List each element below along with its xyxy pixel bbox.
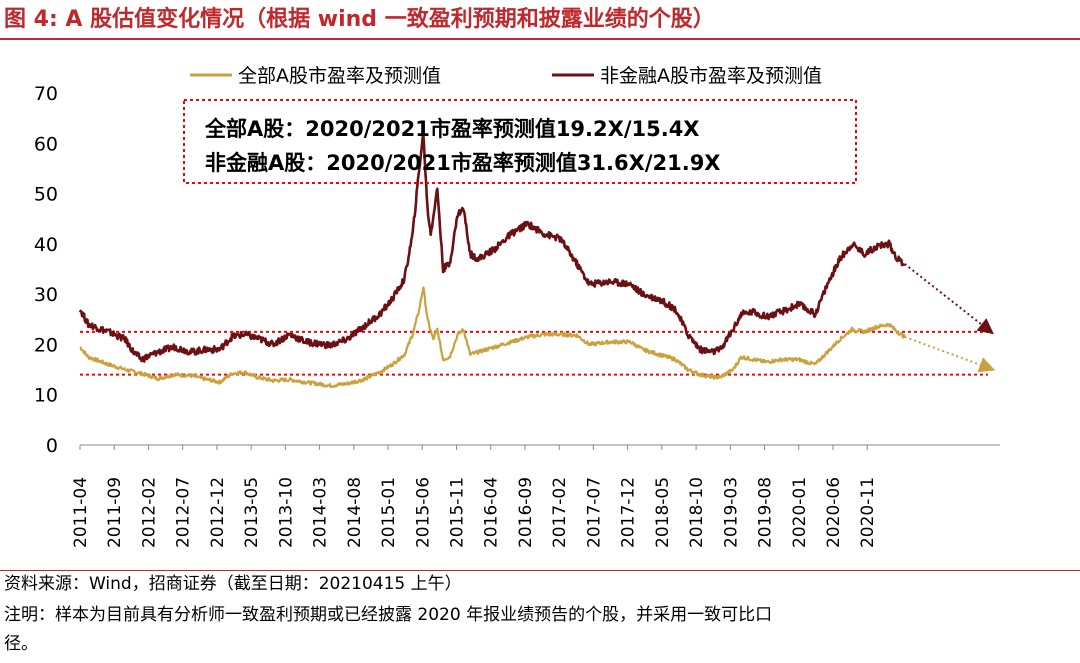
x-tick-label: 2016-09 (516, 477, 536, 548)
y-tick-label: 30 (34, 284, 58, 306)
x-tick-label: 2014-08 (345, 477, 365, 548)
y-tick-label: 70 (34, 83, 58, 105)
x-tick-label: 2016-04 (482, 477, 502, 548)
y-tick-label: 10 (34, 385, 58, 407)
x-tick-label: 2018-10 (687, 477, 707, 548)
x-tick-label: 2020-01 (790, 477, 810, 548)
y-tick-label: 0 (46, 435, 58, 457)
x-tick-label: 2011-04 (71, 477, 91, 548)
footer-divider (0, 570, 1080, 571)
footnote-line-1: 注明：样本为目前具有分析师一致盈利预期或已经披露 2020 年报业绩预告的个股，… (4, 605, 773, 625)
y-axis: 0 10 20 30 40 50 60 70 (34, 83, 58, 457)
x-tick-label: 2018-05 (653, 477, 673, 548)
y-tick-label: 40 (34, 234, 58, 256)
annotation-line: 非金融A股：2020/2021市盈率预测值31.6X/21.9X (205, 151, 721, 175)
x-tick-label: 2020-06 (824, 477, 844, 548)
legend-label: 全部A股市盈率及预测值 (238, 65, 441, 87)
annotation-line: 全部A股：2020/2021市盈率预测值19.2X/15.4X (204, 117, 700, 141)
forecast-arrow-non-financial (904, 263, 994, 335)
forecast-annotation-box: 全部A股：2020/2021市盈率预测值19.2X/15.4X 非金融A股：202… (183, 99, 857, 184)
forecast-arrow-all (904, 335, 996, 373)
x-tick-label: 2017-12 (619, 477, 639, 548)
annotation-border (183, 99, 857, 184)
x-tick-label: 2011-09 (105, 477, 125, 548)
x-tick-label: 2012-12 (208, 477, 228, 548)
y-tick-label: 60 (34, 133, 58, 155)
x-tick-label: 2017-02 (550, 477, 570, 548)
x-tick-label: 2015-01 (379, 477, 399, 548)
x-axis: 2011-04 2011-09 2012-02 2012-07 2012-12 2013-… (71, 444, 1000, 548)
y-tick-label: 50 (34, 184, 58, 206)
series-line-all-a-shares (79, 286, 906, 389)
x-tick-label: 2012-02 (139, 477, 159, 548)
x-tick-label: 2019-03 (721, 477, 741, 548)
series-line-non-financial (78, 133, 906, 363)
x-tick-label: 2013-10 (276, 477, 296, 548)
footnote-line-2: 径。 (4, 634, 38, 654)
forecast-arrows (904, 263, 996, 373)
x-tick-label: 2013-05 (242, 477, 262, 548)
legend: 全部A股市盈率及预测值 非金融A股市盈率及预测值 (190, 65, 822, 87)
source-note: 资料来源：Wind，招商证券（截至日期：20210415 上午） (4, 574, 462, 594)
x-tick-label: 2015-11 (447, 477, 467, 548)
figure-title: 图 4: A 股估值变化情况（根据 wind 一致盈利预期和披露业绩的个股） (4, 7, 715, 32)
title-divider (0, 38, 1080, 40)
x-tick-label: 2020-11 (858, 477, 878, 548)
x-tick-label: 2015-06 (413, 477, 433, 548)
x-tick-label: 2012-07 (174, 477, 194, 548)
series-lines (78, 133, 906, 389)
x-tick-label: 2017-07 (584, 477, 604, 548)
legend-label: 非金融A股市盈率及预测值 (600, 65, 822, 87)
x-tick-label: 2019-08 (756, 477, 776, 548)
y-tick-label: 20 (34, 334, 58, 356)
x-tick-label: 2014-03 (311, 477, 331, 548)
